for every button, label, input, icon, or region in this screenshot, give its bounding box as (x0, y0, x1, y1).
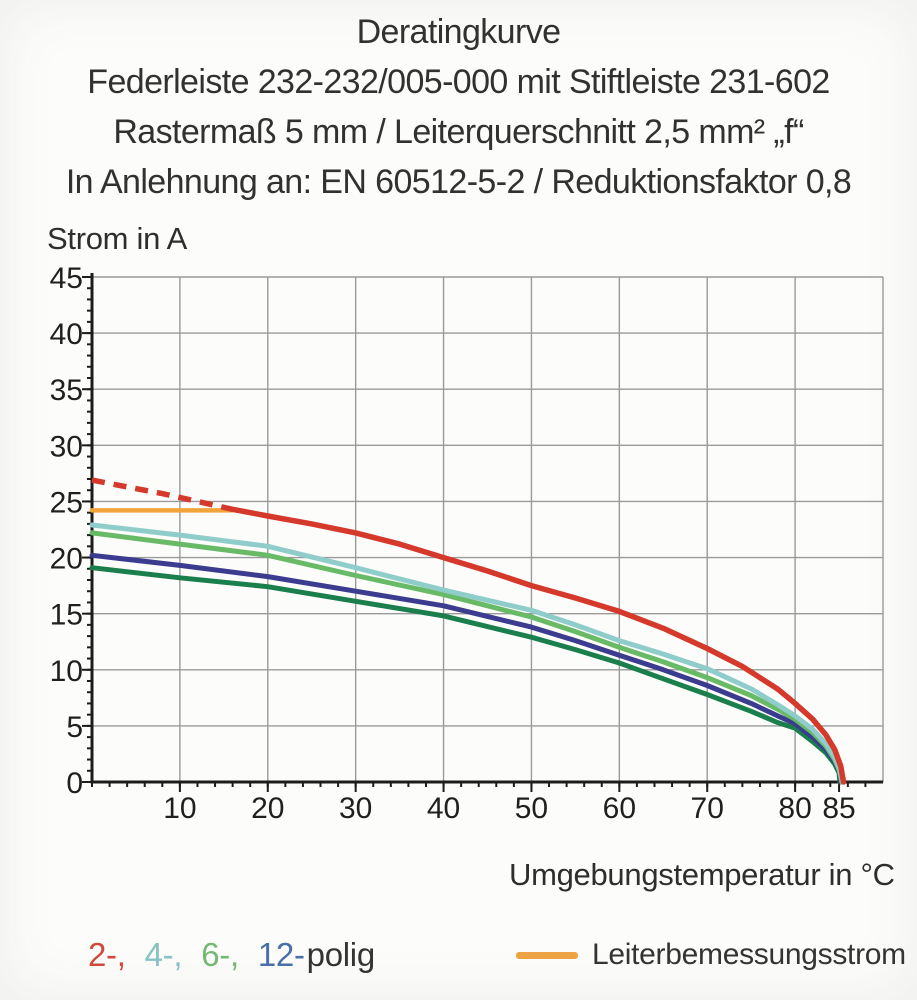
legend-item-6-polig: 6-, (201, 936, 239, 973)
x-tick-label: 70 (691, 792, 724, 825)
axis-ticks (82, 276, 867, 792)
x-tick-labels: 10 20 30 40 50 60 70 80 85 (163, 792, 856, 825)
legend-rated-current: Leiterbemessungsstrom (516, 938, 906, 972)
x-tick-label: 85 (822, 792, 855, 825)
y-tick-label: 35 (50, 374, 83, 407)
x-tick-label: 60 (603, 792, 636, 825)
y-tick-label: 5 (66, 711, 83, 744)
y-tick-label: 20 (50, 543, 83, 576)
legend-item-12-polig: 12- (257, 936, 305, 973)
y-tick-label: 15 (50, 599, 83, 632)
rated-current-line-swatch (516, 951, 578, 959)
y-tick-label: 45 (50, 262, 83, 295)
x-tick-label: 10 (163, 792, 196, 825)
y-tick-labels: 0 5 10 15 20 25 30 35 40 45 (50, 262, 83, 800)
x-axis-title: Umgebungstemperatur in °C (509, 857, 895, 892)
chart-subtitle-product: Federleiste 232-232/005-000 mit Stiftlei… (87, 63, 830, 101)
x-tick-label: 40 (427, 792, 460, 825)
x-tick-label: 30 (339, 792, 372, 825)
y-axis-title: Strom in A (47, 221, 187, 256)
curve-2-polig (229, 506, 847, 785)
chart-subtitle-norm: In Anlehnung an: EN 60512-5-2 / Reduktio… (65, 163, 852, 201)
gridlines (92, 276, 884, 782)
rated-current-label: Leiterbemessungsstrom (592, 938, 906, 971)
curve-2-polig-dashed (91, 477, 234, 512)
y-tick-label: 0 (66, 767, 83, 800)
legend-suffix-polig: polig (306, 936, 376, 973)
x-tick-label: 20 (251, 792, 284, 825)
chart-subtitle-spec: Rastermaß 5 mm / Leiterquerschnitt 2,5 m… (113, 113, 804, 151)
legend-pole-counts: 2-, 4-, 6-, 12- polig (88, 936, 375, 974)
x-tick-label: 50 (515, 792, 548, 825)
y-tick-label: 25 (50, 486, 83, 519)
title-block: Deratingkurve Federleiste 232-232/005-00… (0, 7, 917, 207)
x-tick-label: 80 (778, 792, 811, 825)
curve-4-polig (89, 522, 846, 785)
legend-item-2-polig: 2-, (88, 936, 126, 973)
chart-title: Deratingkurve (356, 13, 561, 51)
legend-item-4-polig: 4-, (144, 936, 183, 973)
y-tick-label: 10 (50, 655, 83, 688)
y-tick-label: 30 (50, 430, 83, 463)
y-tick-label: 40 (50, 318, 83, 351)
curve-12-polig (89, 552, 844, 785)
